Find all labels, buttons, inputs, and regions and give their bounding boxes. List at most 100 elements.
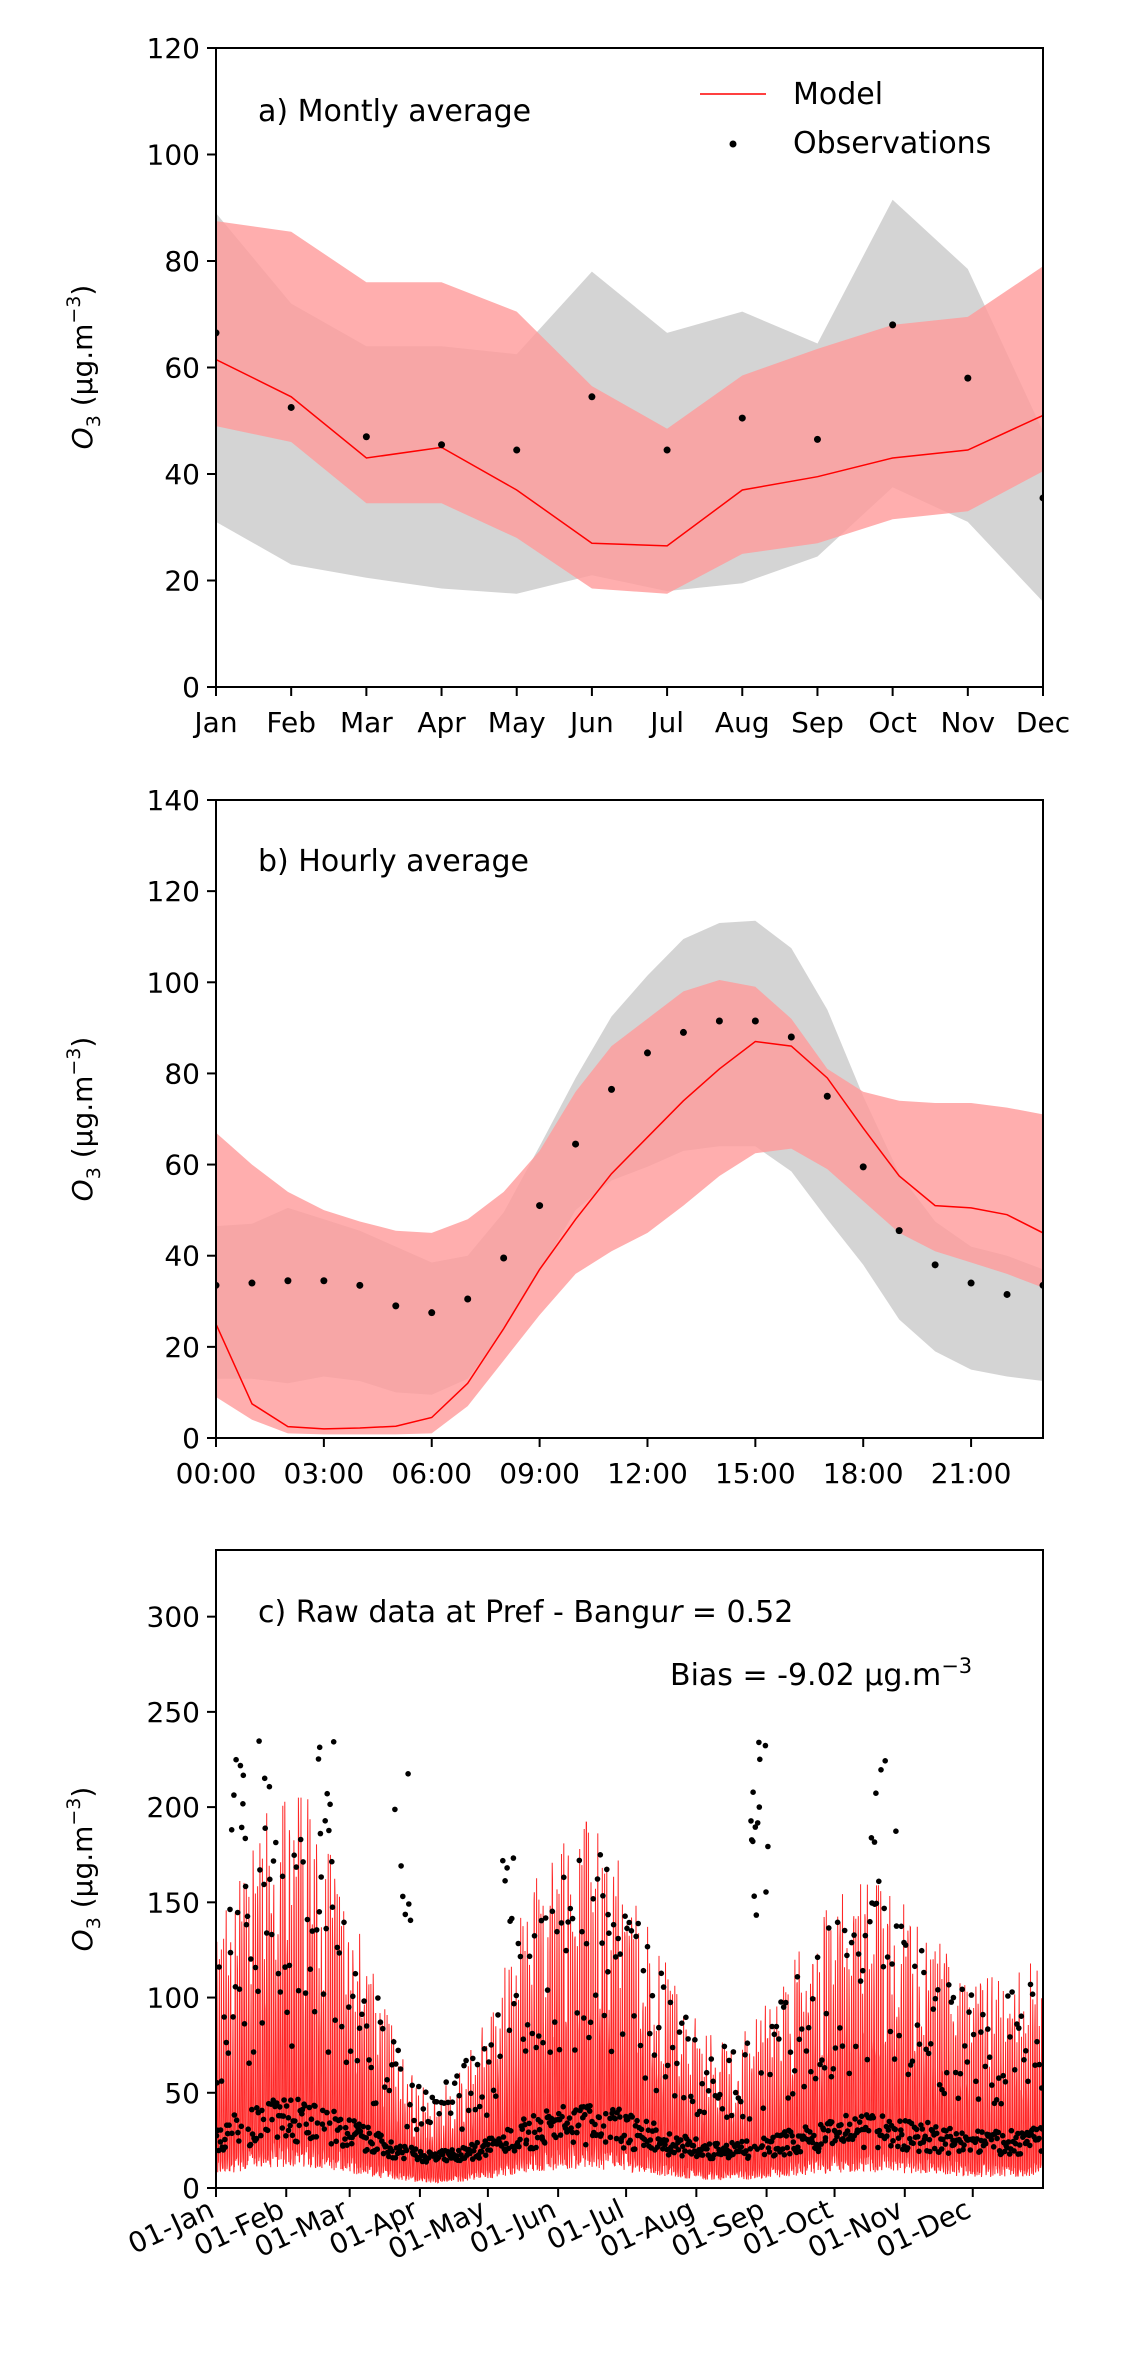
observation-point [627, 2137, 633, 2144]
observation-point [223, 2039, 230, 2046]
observation-point [388, 2139, 394, 2145]
observation-point [884, 2133, 890, 2139]
observation-point [304, 1916, 311, 1923]
observation-point [467, 2150, 473, 2157]
observation-point [825, 2127, 831, 2134]
observation-point [710, 2078, 716, 2085]
observation-point [663, 2137, 670, 2144]
observation-point [617, 1951, 623, 1957]
observation-point [513, 446, 521, 454]
observation-point [797, 2148, 804, 2155]
observation-point [776, 2036, 782, 2042]
observation-point [616, 2106, 622, 2113]
observation-point [1017, 2151, 1024, 2157]
observation-point [832, 2137, 838, 2144]
observation-point [316, 1909, 323, 1915]
panel-a-plot-area [216, 199, 1043, 602]
observation-point [500, 1254, 508, 1262]
observation-point [858, 2113, 865, 2120]
observation-point [818, 2141, 824, 2147]
observation-point [588, 393, 596, 401]
y-tick-label: 200 [147, 1791, 200, 1824]
series-layer [216, 199, 1043, 602]
observation-point [675, 2147, 682, 2153]
observation-point [237, 1762, 244, 1769]
observation-point [435, 2154, 442, 2161]
observation-point [216, 2147, 222, 2154]
observation-point [526, 2120, 532, 2127]
observation-point [1036, 2135, 1042, 2142]
observation-point [583, 2141, 589, 2148]
observation-point [411, 2117, 417, 2124]
panel-a-y-axis-label: O3 (μg.m−3) [63, 285, 105, 450]
observation-point [362, 433, 370, 441]
observation-point [994, 2135, 1000, 2142]
observation-point [812, 2075, 819, 2082]
observation-point [394, 2150, 401, 2157]
observation-point [259, 2020, 266, 2026]
observation-point [848, 1939, 855, 1946]
observation-point [1034, 2038, 1040, 2045]
observation-point [554, 1928, 560, 1935]
observation-point [443, 2079, 450, 2085]
observation-point [269, 1931, 275, 1938]
observation-point [403, 2147, 410, 2154]
observation-point [461, 2062, 467, 2069]
observation-point [504, 1865, 510, 1871]
x-tick-label: Aug [715, 706, 770, 739]
observation-point [356, 2121, 362, 2127]
panel-c-correlation: r = 0.52 [670, 1595, 793, 1630]
observation-point [273, 2100, 280, 2106]
observation-point [865, 2127, 872, 2134]
observation-point [568, 2125, 574, 2131]
observation-point [392, 1806, 398, 1813]
observation-point [586, 2034, 592, 2041]
observation-point [728, 2112, 735, 2119]
observation-point [302, 2103, 308, 2109]
observation-point [715, 1017, 723, 1025]
observation-point [222, 2144, 228, 2150]
y-tick-label: 100 [147, 1982, 200, 2015]
observation-point [556, 2046, 563, 2053]
observation-point [608, 1085, 616, 1093]
observation-point [533, 2044, 539, 2051]
observation-point [711, 2152, 717, 2158]
observation-point [982, 2063, 989, 2070]
x-tick-label: Jun [568, 706, 614, 739]
observation-point [346, 2117, 353, 2123]
observation-point [685, 2036, 691, 2042]
observation-point [487, 2147, 494, 2153]
observation-point [757, 1756, 763, 1763]
x-tick-label: 09:00 [499, 1457, 580, 1490]
observation-point [392, 1302, 400, 1310]
x-tick-label: Feb [266, 706, 316, 739]
observation-point [790, 2139, 797, 2145]
panel-a-label: a) Montly average [258, 94, 531, 129]
observation-point [288, 2097, 294, 2103]
observation-point [892, 2126, 898, 2133]
model-range-band [216, 980, 1043, 1435]
observation-point [250, 2049, 257, 2055]
y-tick-label: 40 [164, 1240, 200, 1273]
y-tick-label: 150 [147, 1886, 200, 1919]
observation-point [600, 2123, 607, 2129]
observation-point [1009, 1989, 1015, 1995]
observation-point [565, 1919, 571, 1925]
observation-point [236, 1986, 243, 1992]
observation-point [502, 1878, 508, 1884]
observation-point [703, 2069, 710, 2076]
observation-point [921, 1969, 927, 1976]
observation-point [485, 2141, 491, 2148]
observation-point [354, 2057, 361, 2064]
observation-point [767, 2071, 773, 2078]
observation-point [228, 1827, 235, 1833]
observation-point [837, 2025, 843, 2031]
observation-point [953, 2131, 960, 2137]
observation-point [989, 2082, 995, 2088]
observation-point [667, 1999, 674, 2006]
observation-point [640, 1967, 647, 1974]
observation-point [836, 2129, 843, 2136]
observation-point [876, 1878, 882, 1885]
panel-a-axes: 0 20 40 60 80 100 120 Jan Feb Mar Apr May Jun Jul Aug S… [147, 32, 1071, 739]
observation-point [701, 2109, 707, 2116]
